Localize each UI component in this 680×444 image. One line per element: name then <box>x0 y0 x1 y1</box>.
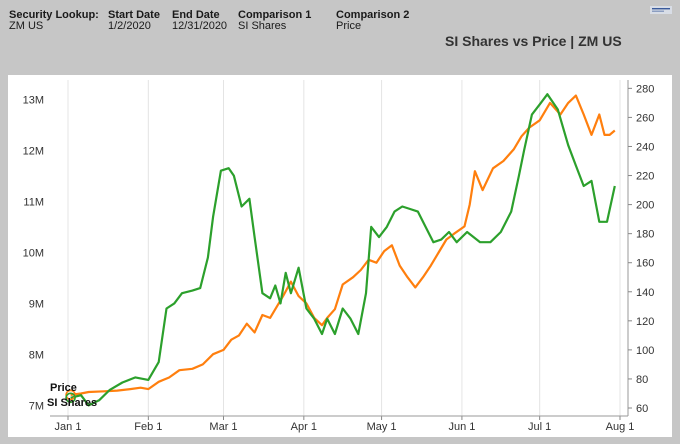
x-tick-label-6: Jul 1 <box>528 421 551 433</box>
y-right-tick-label-0: 60 <box>636 403 648 415</box>
x-tick-label-4: May 1 <box>367 421 397 433</box>
header-end-date-label: End Date <box>172 9 220 21</box>
y-left-tick-label-1: 8M <box>29 349 44 361</box>
brand-logo-icon <box>650 6 672 14</box>
header-comparison1-label: Comparison 1 <box>238 9 312 21</box>
y-right-tick-label-11: 280 <box>636 83 654 95</box>
y-right-tick-label-9: 240 <box>636 141 654 153</box>
y-left-tick-label-0: 7M <box>29 400 44 412</box>
y-right-tick-label-2: 100 <box>636 345 654 357</box>
header-comparison2-label: Comparison 2 <box>336 9 410 21</box>
x-tick-label-7: Aug 1 <box>606 421 635 433</box>
header-start-date-value: 1/2/2020 <box>108 20 151 32</box>
y-right-tick-label-8: 220 <box>636 171 654 183</box>
header-comparison2-value: Price <box>336 20 362 32</box>
chart-title: SI Shares vs Price | ZM US <box>445 33 622 49</box>
y-right-tick-label-4: 140 <box>636 287 654 299</box>
price-start-marker <box>65 389 76 401</box>
si-shares-start-marker <box>65 392 76 404</box>
header-comparison1-value: SI Shares <box>238 20 287 32</box>
legend-label-si-shares: SI Shares <box>47 397 97 409</box>
y-right-tick-label-10: 260 <box>636 112 654 124</box>
y-right-tick-label-7: 200 <box>636 200 654 212</box>
y-right-tick-label-3: 120 <box>636 316 654 328</box>
legend-label-price: Price <box>50 382 77 394</box>
x-tick-label-0: Jan 1 <box>55 421 82 433</box>
y-left-tick-label-3: 10M <box>23 247 44 259</box>
y-right-tick-label-1: 80 <box>636 374 648 386</box>
x-tick-label-5: Jun 1 <box>448 421 475 433</box>
plot-area <box>8 75 672 437</box>
series-line-price <box>70 94 616 396</box>
header-start-date-label: Start Date <box>108 9 160 21</box>
x-tick-label-1: Feb 1 <box>134 421 162 433</box>
y-right-tick-label-5: 160 <box>636 258 654 270</box>
y-left-tick-label-4: 11M <box>23 196 44 208</box>
y-right-tick-label-6: 180 <box>636 229 654 241</box>
header-security-label: Security Lookup: <box>9 9 99 21</box>
y-left-tick-label-5: 12M <box>23 145 44 157</box>
y-left-tick-label-6: 13M <box>23 94 44 106</box>
series-line-si-shares <box>70 93 616 407</box>
x-tick-label-2: Mar 1 <box>209 421 237 433</box>
y-left-tick-label-2: 9M <box>29 298 44 310</box>
x-tick-label-3: Apr 1 <box>291 421 317 433</box>
header-security-value: ZM US <box>9 20 44 32</box>
header-end-date-value: 12/31/2020 <box>172 20 228 32</box>
